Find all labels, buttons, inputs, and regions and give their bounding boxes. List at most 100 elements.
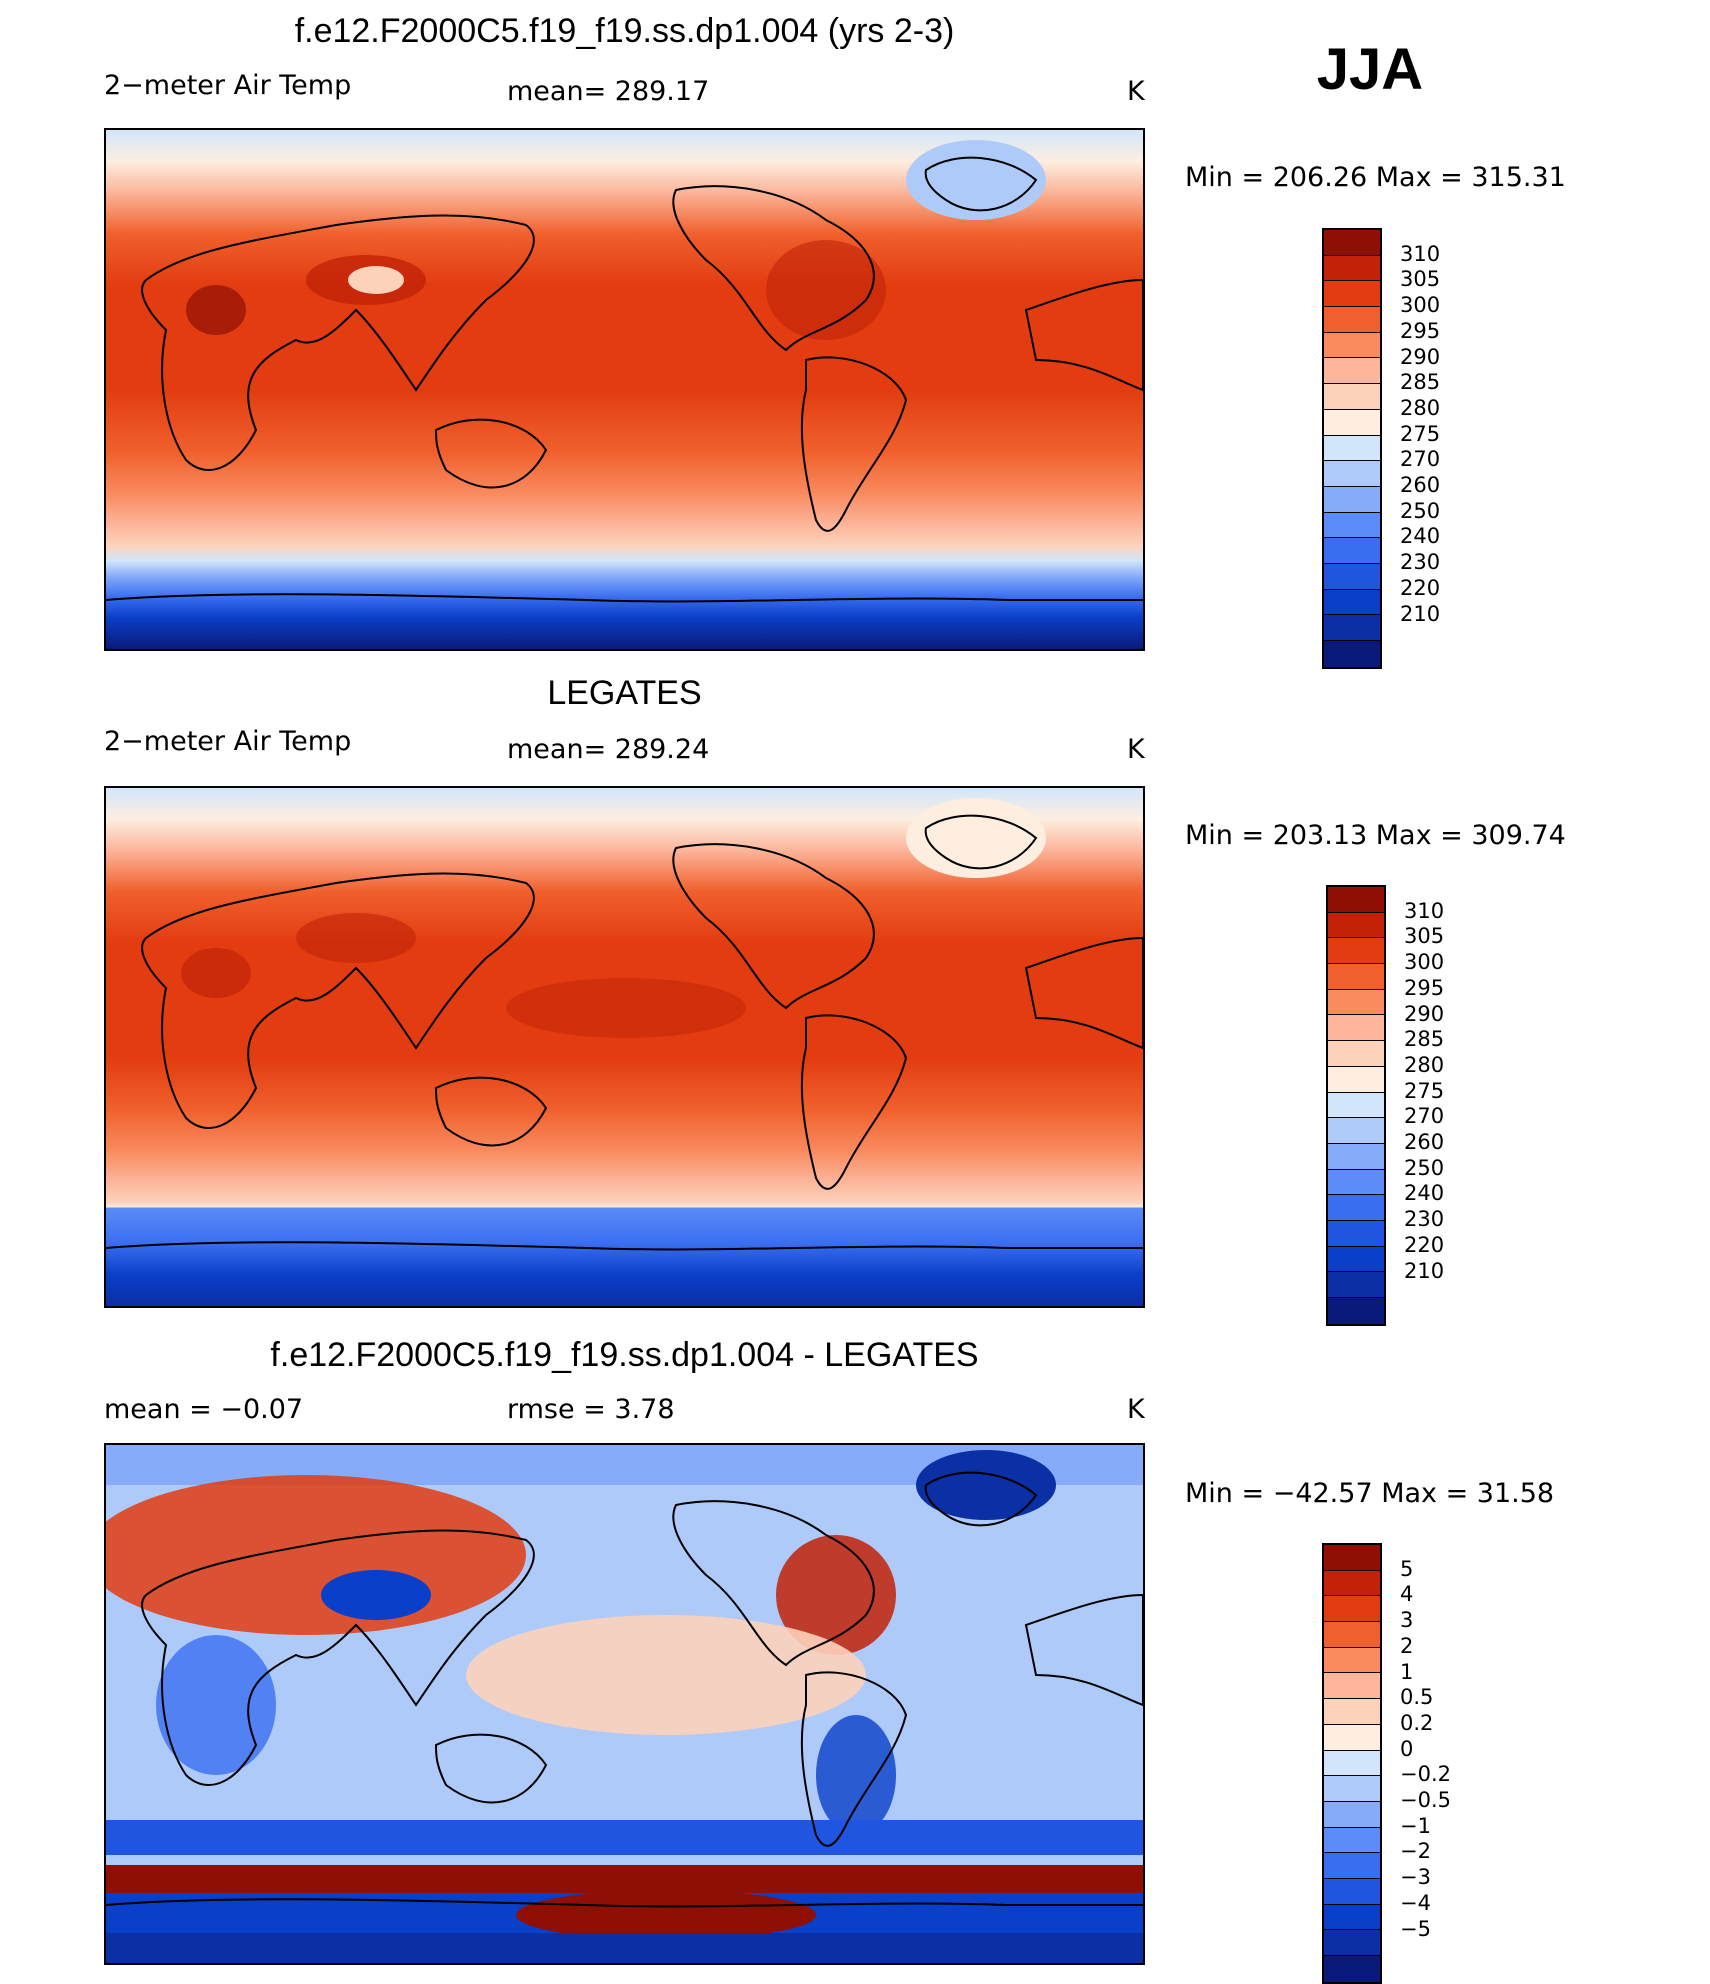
panel1-colorbar-tick-label: 275 bbox=[1400, 422, 1440, 446]
panel1-colorbar-swatch bbox=[1324, 281, 1380, 307]
panel2-title: LEGATES bbox=[104, 674, 1145, 713]
panel3-colorbar-swatch bbox=[1324, 1699, 1380, 1725]
panel3-colorbar-swatch bbox=[1324, 1776, 1380, 1802]
panel1-colorbar-swatch bbox=[1324, 615, 1380, 641]
panel2-colorbar-swatch bbox=[1328, 964, 1384, 990]
panel3-colorbar-tick-label: 4 bbox=[1400, 1582, 1413, 1606]
panel3-rmse-label: rmse = 3.78 bbox=[507, 1394, 675, 1425]
panel1-colorbar-swatch bbox=[1324, 333, 1380, 359]
panel3-colorbar-swatch bbox=[1324, 1622, 1380, 1648]
panel1-colorbar-tick-label: 305 bbox=[1400, 267, 1440, 291]
panel2-colorbar-swatch bbox=[1328, 1067, 1384, 1093]
panel3-colorbar-swatch bbox=[1324, 1751, 1380, 1777]
panel3-colorbar-tick-label: −0.2 bbox=[1400, 1762, 1451, 1786]
panel3-colorbar-tick-label: 0 bbox=[1400, 1737, 1413, 1761]
panel1-colorbar-swatch bbox=[1324, 256, 1380, 282]
panel3-colorbar-swatch bbox=[1324, 1828, 1380, 1854]
panel2-map-svg bbox=[106, 788, 1143, 1306]
panel1-variable-label: 2−meter Air Temp bbox=[104, 70, 351, 101]
panel3-colorbar-swatch bbox=[1324, 1673, 1380, 1699]
panel3-colorbar-tick-label: −5 bbox=[1400, 1917, 1431, 1941]
panel3-minmax: Min = −42.57 Max = 31.58 bbox=[1185, 1478, 1554, 1509]
panel1-colorbar-swatch bbox=[1324, 538, 1380, 564]
panel3-colorbar-swatch bbox=[1324, 1879, 1380, 1905]
panel1-colorbar-swatch bbox=[1324, 641, 1380, 667]
panel1-colorbar-tick-label: 310 bbox=[1400, 242, 1440, 266]
panel2-colorbar-tick-label: 275 bbox=[1404, 1079, 1444, 1103]
panel3-map bbox=[104, 1443, 1145, 1965]
panel1-title: f.e12.F2000C5.f19_f19.ss.dp1.004 (yrs 2-… bbox=[104, 12, 1145, 51]
panel1-colorbar-tick-label: 210 bbox=[1400, 602, 1440, 626]
panel2-colorbar-swatch bbox=[1328, 990, 1384, 1016]
panel2-colorbar bbox=[1326, 885, 1386, 1326]
panel3-colorbar-tick-label: −3 bbox=[1400, 1865, 1431, 1889]
panel2-variable-label: 2−meter Air Temp bbox=[104, 726, 351, 757]
panel3-colorbar bbox=[1322, 1543, 1382, 1984]
panel1-colorbar-swatch bbox=[1324, 590, 1380, 616]
panel3-colorbar-tick-label: −2 bbox=[1400, 1839, 1431, 1863]
panel3-colorbar-swatch bbox=[1324, 1571, 1380, 1597]
panel3-colorbar-swatch bbox=[1324, 1725, 1380, 1751]
panel3-colorbar-swatch bbox=[1324, 1596, 1380, 1622]
panel1-colorbar-swatch bbox=[1324, 513, 1380, 539]
panel1-colorbar-tick-label: 280 bbox=[1400, 396, 1440, 420]
panel1-minmax: Min = 206.26 Max = 315.31 bbox=[1185, 162, 1566, 193]
panel1-map-svg bbox=[106, 130, 1143, 649]
panel2-colorbar-tick-label: 300 bbox=[1404, 950, 1444, 974]
panel3-map-svg bbox=[106, 1445, 1143, 1963]
panel3-colorbar-tick-label: 0.5 bbox=[1400, 1685, 1433, 1709]
panel2-colorbar-swatch bbox=[1328, 1272, 1384, 1298]
panel3-sa-cold bbox=[816, 1715, 896, 1835]
panel3-colorbar-swatch bbox=[1324, 1648, 1380, 1674]
panel1-hot-spot-africa bbox=[186, 285, 246, 335]
panel1-colorbar-tick-label: 230 bbox=[1400, 550, 1440, 574]
panel2-colorbar-swatch bbox=[1328, 913, 1384, 939]
panel3-colorbar-tick-label: 5 bbox=[1400, 1557, 1413, 1581]
panel2-warm-pool bbox=[506, 978, 746, 1038]
panel3-colorbar-tick-label: 0.2 bbox=[1400, 1711, 1433, 1735]
panel2-colorbar-swatch bbox=[1328, 1195, 1384, 1221]
panel2-colorbar-swatch bbox=[1328, 938, 1384, 964]
panel1-map bbox=[104, 128, 1145, 651]
panel2-colorbar-swatch bbox=[1328, 1170, 1384, 1196]
panel2-hot-spot-africa bbox=[181, 948, 251, 998]
panel3-eurasia-warm bbox=[106, 1475, 526, 1635]
panel1-colorbar-tick-label: 260 bbox=[1400, 473, 1440, 497]
panel3-colorbar-tick-label: −0.5 bbox=[1400, 1788, 1451, 1812]
panel3-mean-label: mean = −0.07 bbox=[104, 1394, 303, 1425]
panel1-colorbar-swatch bbox=[1324, 436, 1380, 462]
panel3-tibet-cold bbox=[321, 1570, 431, 1620]
panel3-southern-warm-band bbox=[106, 1865, 1143, 1893]
panel2-colorbar-tick-label: 230 bbox=[1404, 1207, 1444, 1231]
panel1-colorbar-tick-label: 290 bbox=[1400, 345, 1440, 369]
panel1-colorbar-tick-label: 250 bbox=[1400, 499, 1440, 523]
panel2-colorbar-tick-label: 210 bbox=[1404, 1259, 1444, 1283]
panel3-greenland-cold bbox=[916, 1450, 1056, 1520]
panel2-map bbox=[104, 786, 1145, 1308]
panel1-colorbar-tick-label: 285 bbox=[1400, 370, 1440, 394]
panel2-colorbar-swatch bbox=[1328, 887, 1384, 913]
panel2-hot-spot-asia bbox=[296, 913, 416, 963]
panel2-minmax: Min = 203.13 Max = 309.74 bbox=[1185, 820, 1566, 851]
panel1-colorbar-tick-label: 220 bbox=[1400, 576, 1440, 600]
panel2-colorbar-swatch bbox=[1328, 1221, 1384, 1247]
panel3-colorbar-swatch bbox=[1324, 1545, 1380, 1571]
panel1-colorbar-swatch bbox=[1324, 307, 1380, 333]
panel1-colorbar-swatch bbox=[1324, 487, 1380, 513]
panel3-bottom-band bbox=[106, 1933, 1143, 1963]
panel2-colorbar-swatch bbox=[1328, 1298, 1384, 1324]
panel3-title: f.e12.F2000C5.f19_f19.ss.dp1.004 - LEGAT… bbox=[104, 1336, 1145, 1375]
panel2-colorbar-tick-label: 285 bbox=[1404, 1027, 1444, 1051]
panel2-colorbar-tick-label: 290 bbox=[1404, 1002, 1444, 1026]
panel1-colorbar-swatch bbox=[1324, 230, 1380, 256]
panel1-colorbar-swatch bbox=[1324, 410, 1380, 436]
panel1-colorbar-swatch bbox=[1324, 461, 1380, 487]
panel3-colorbar-tick-label: 1 bbox=[1400, 1660, 1413, 1684]
panel1-colorbar-tick-label: 270 bbox=[1400, 447, 1440, 471]
panel2-colorbar-tick-label: 240 bbox=[1404, 1181, 1444, 1205]
season-label: JJA bbox=[1300, 36, 1440, 103]
panel3-colorbar-swatch bbox=[1324, 1956, 1380, 1982]
panel3-colorbar-tick-label: 2 bbox=[1400, 1634, 1413, 1658]
panel2-colorbar-swatch bbox=[1328, 1041, 1384, 1067]
panel1-mean-label: mean= 289.17 bbox=[507, 76, 709, 107]
